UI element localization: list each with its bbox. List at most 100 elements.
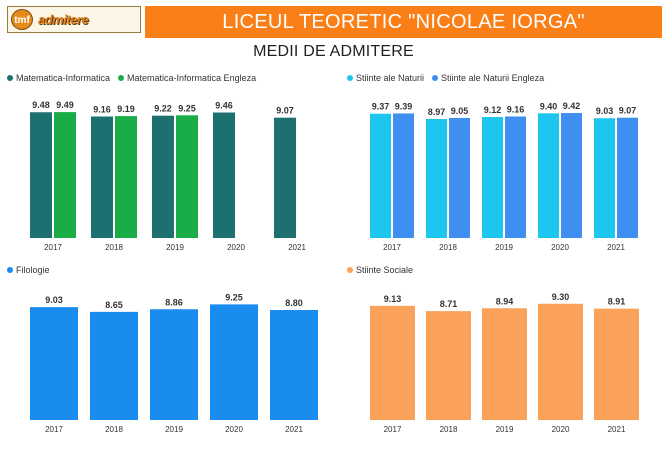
bar-stiinte-sociale-2017[interactable] xyxy=(370,305,415,420)
legend-item-stiinte-ale-naturii-engleza[interactable]: Stiinte ale Naturii Engleza xyxy=(432,73,544,83)
site-logo[interactable]: tmf admitere xyxy=(7,6,141,33)
legend-item-matematica-informatica[interactable]: Matematica-Informatica xyxy=(7,73,110,83)
x-tick-label: 2019 xyxy=(166,243,184,252)
data-label: 8.97 xyxy=(428,107,446,117)
legend-item-stiinte-sociale[interactable]: Stiinte Sociale xyxy=(347,265,413,275)
chart-stiinte-sociale: 9.13 2017 8.71 2018 8.94 2019 9.30 2020 8.91 2021 xyxy=(370,292,639,434)
legend-dot-icon xyxy=(118,75,125,81)
x-tick-label: 2017 xyxy=(44,243,62,252)
legend-label: Matematica-Informatica Engleza xyxy=(127,73,257,83)
legend-item-stiinte-ale-naturii[interactable]: Stiinte ale Naturii xyxy=(347,73,424,83)
x-tick-label: 2020 xyxy=(225,425,243,434)
data-label: 9.12 xyxy=(484,105,502,115)
bar-stiinte-ale-naturii-2017[interactable] xyxy=(370,113,391,238)
bar-stiinte-ale-naturii-2018[interactable] xyxy=(426,119,447,238)
x-tick-label: 2021 xyxy=(607,243,625,252)
data-label: 8.91 xyxy=(608,297,626,307)
data-label: 9.46 xyxy=(215,101,233,111)
bar-matematica-informatica-engleza-2019[interactable] xyxy=(176,115,198,238)
bar-stiinte-sociale-2020[interactable] xyxy=(538,303,583,420)
bar-filologie-2021[interactable] xyxy=(270,310,318,420)
data-label: 9.37 xyxy=(372,102,390,112)
bar-matematica-informatica-engleza-2017[interactable] xyxy=(54,112,76,238)
logo-badge: tmf xyxy=(11,9,33,30)
chart-filologie: 9.03 2017 8.65 2018 8.86 2019 9.25 2020 8.80 2021 xyxy=(30,292,318,434)
legend-dot-icon xyxy=(347,267,353,273)
legend-label: Stiinte Sociale xyxy=(356,265,414,275)
data-label: 9.25 xyxy=(225,292,243,302)
x-tick-label: 2021 xyxy=(288,243,306,252)
bar-matematica-informatica-engleza-2018[interactable] xyxy=(115,116,137,238)
legend-item-matematica-informatica-engleza[interactable]: Matematica-Informatica Engleza xyxy=(118,73,256,83)
data-label: 9.39 xyxy=(395,101,413,111)
data-label: 8.71 xyxy=(440,299,458,309)
bar-filologie-2018[interactable] xyxy=(90,311,138,420)
data-label: 8.80 xyxy=(285,298,303,308)
legend-item-filologie[interactable]: Filologie xyxy=(7,265,50,275)
chart-stiinte-naturii: 9.37 9.39 2017 8.97 9.05 2018 9.12 9.16 2019 9.40… xyxy=(370,101,638,252)
bar-stiinte-ale-naturii-2019[interactable] xyxy=(482,117,503,238)
data-label: 9.30 xyxy=(552,292,570,302)
data-label: 9.48 xyxy=(32,100,50,110)
x-tick-label: 2017 xyxy=(383,243,401,252)
x-tick-label: 2018 xyxy=(105,243,123,252)
legend-label: Stiinte ale Naturii xyxy=(356,73,425,83)
x-tick-label: 2017 xyxy=(45,425,63,434)
bar-matematica-informatica-2021[interactable] xyxy=(274,117,296,238)
bar-matematica-informatica-2018[interactable] xyxy=(91,116,113,238)
x-tick-label: 2020 xyxy=(552,425,570,434)
chart-mate-info: 9.48 9.49 2017 9.16 9.19 2018 9.22 9.25 2019 9.46… xyxy=(30,100,306,252)
bar-stiinte-ale-naturii-engleza-2019[interactable] xyxy=(505,116,526,238)
page-subtitle: MEDII DE ADMITERE xyxy=(253,43,414,60)
data-label: 9.05 xyxy=(451,106,469,116)
data-label: 9.07 xyxy=(619,106,637,116)
bar-stiinte-ale-naturii-engleza-2021[interactable] xyxy=(617,117,638,238)
bar-stiinte-sociale-2021[interactable] xyxy=(594,308,639,420)
bar-filologie-2017[interactable] xyxy=(30,307,78,420)
bar-stiinte-ale-naturii-engleza-2020[interactable] xyxy=(561,113,582,238)
legend-stiinte-naturii: Stiinte ale Naturii Stiinte ale Naturii E… xyxy=(347,73,544,83)
data-label: 8.65 xyxy=(105,300,123,310)
data-label: 9.03 xyxy=(45,295,63,305)
data-label: 9.16 xyxy=(93,104,111,114)
bar-matematica-informatica-2020[interactable] xyxy=(213,112,235,238)
legend-dot-icon xyxy=(347,75,353,81)
page-title: LICEUL TEORETIC "NICOLAE IORGA" xyxy=(145,6,662,38)
legend-dot-icon xyxy=(7,75,13,81)
legend-label: Filologie xyxy=(16,265,50,275)
data-label: 9.25 xyxy=(178,103,196,113)
data-label: 9.40 xyxy=(540,101,558,111)
x-tick-label: 2021 xyxy=(608,425,626,434)
bar-stiinte-ale-naturii-2020[interactable] xyxy=(538,113,559,238)
x-tick-label: 2019 xyxy=(496,425,514,434)
x-tick-label: 2019 xyxy=(495,243,513,252)
logo-text: admitere xyxy=(38,12,89,27)
legend-dot-icon xyxy=(432,75,439,81)
data-label: 8.94 xyxy=(496,296,514,306)
bar-filologie-2019[interactable] xyxy=(150,309,198,420)
legend-label: Matematica-Informatica xyxy=(16,73,111,83)
bar-stiinte-ale-naturii-engleza-2017[interactable] xyxy=(393,113,414,238)
bar-stiinte-sociale-2018[interactable] xyxy=(426,311,471,420)
bar-matematica-informatica-2019[interactable] xyxy=(152,115,174,238)
bar-matematica-informatica-2017[interactable] xyxy=(30,112,52,238)
x-tick-label: 2018 xyxy=(440,425,458,434)
data-label: 9.07 xyxy=(276,106,294,116)
data-label: 9.19 xyxy=(117,104,135,114)
legend-filologie: Filologie xyxy=(7,265,50,275)
data-label: 8.86 xyxy=(165,297,183,307)
x-tick-label: 2021 xyxy=(285,425,303,434)
bar-stiinte-sociale-2019[interactable] xyxy=(482,308,527,420)
legend-dot-icon xyxy=(7,267,13,273)
data-label: 9.22 xyxy=(154,104,172,114)
x-tick-label: 2020 xyxy=(227,243,245,252)
x-tick-label: 2020 xyxy=(551,243,569,252)
bar-stiinte-ale-naturii-2021[interactable] xyxy=(594,118,615,238)
x-tick-label: 2018 xyxy=(105,425,123,434)
legend-label: Stiinte ale Naturii Engleza xyxy=(441,73,545,83)
x-tick-label: 2017 xyxy=(384,425,402,434)
bar-stiinte-ale-naturii-engleza-2018[interactable] xyxy=(449,117,470,238)
bar-filologie-2020[interactable] xyxy=(210,304,258,420)
data-label: 9.03 xyxy=(596,106,614,116)
data-label: 9.16 xyxy=(507,104,525,114)
